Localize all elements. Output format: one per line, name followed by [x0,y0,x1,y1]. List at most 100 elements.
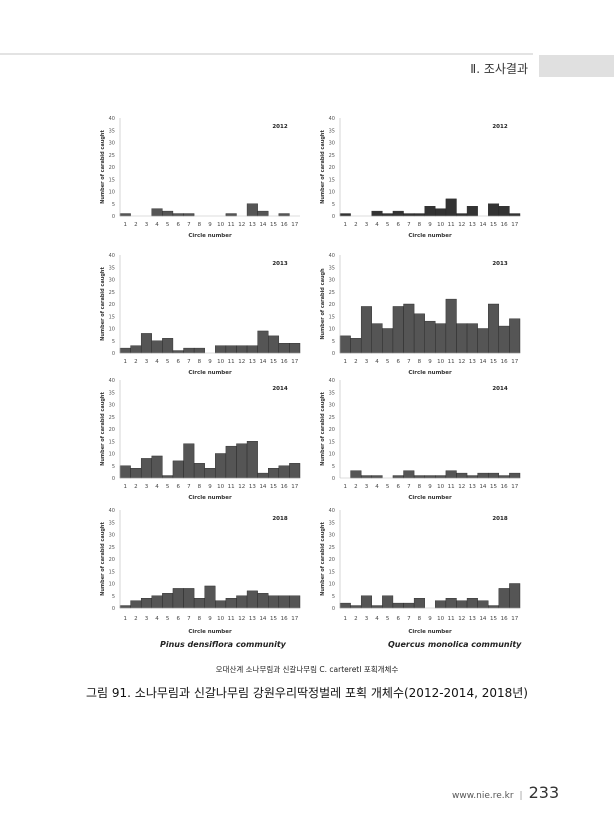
bar-circle-1 [119,347,131,354]
bar-circle-11 [225,213,237,217]
bar-circle-7 [183,213,195,217]
x-tick-label: 15 [490,616,497,622]
x-tick-label: 3 [145,616,149,622]
bar-circle-5 [382,213,394,217]
y-tick-label: 15 [329,177,335,183]
y-tick-label: 30 [329,278,335,284]
y-tick-label: 30 [329,141,335,147]
x-tick-label: 5 [386,616,390,622]
bar-circle-3 [360,595,372,609]
bar-circle-11 [445,298,457,354]
bar-circle-14 [477,472,489,479]
x-tick-label: 3 [145,222,149,228]
x-tick-label: 13 [249,616,256,622]
x-tick-label: 1 [124,616,128,622]
bar-circle-8 [413,475,425,479]
x-tick-label: 15 [270,222,277,228]
x-tick-label: 4 [375,616,379,622]
bar-circle-9 [424,205,436,217]
y-tick-label: 10 [109,327,115,333]
bar-circle-15 [488,605,500,609]
bar-circle-8 [193,463,205,479]
chart-year-title: 2012 [492,124,507,130]
bar-circle-6 [172,213,184,217]
bar-circle-13 [246,590,258,609]
bar-circle-17 [509,318,521,354]
y-tick-label: 20 [109,557,115,563]
bar-circle-7 [183,588,195,609]
bar-circle-5 [162,210,174,217]
y-tick-label: 5 [332,594,335,600]
y-tick-label: 25 [109,153,115,159]
bar-circle-4 [151,340,163,354]
x-tick-label: 7 [187,359,191,365]
bar-circle-2 [130,467,142,479]
bar-circle-16 [498,325,510,354]
x-tick-label: 1 [124,222,128,228]
chart-year-title: 2014 [272,386,287,392]
x-tick-label: 11 [228,616,235,622]
y-tick-label: 40 [109,378,115,384]
x-tick-label: 10 [217,359,224,365]
bar-circle-10 [435,475,447,479]
bar-circle-1 [119,465,131,479]
bar-circle-9 [204,585,216,609]
bar-circle-5 [162,475,174,479]
y-tick-label: 40 [329,508,335,514]
bar-circle-7 [403,470,415,479]
bar-circle-10 [215,453,227,479]
bar-circle-17 [289,595,301,609]
x-tick-label: 9 [208,222,212,228]
bar-circle-16 [498,205,510,217]
x-tick-label: 14 [259,222,266,228]
x-tick-label: 10 [217,484,224,490]
x-axis-title: Circle number [188,495,232,501]
x-tick-label: 5 [386,359,390,365]
x-tick-label: 16 [501,484,508,490]
x-tick-label: 12 [458,616,465,622]
bar-circle-8 [413,213,425,217]
bar-circle-15 [488,303,500,354]
bar-circle-6 [172,350,184,354]
x-tick-label: 15 [270,359,277,365]
x-tick-label: 1 [344,616,348,622]
bar-circle-15 [488,203,500,217]
y-tick-label: 5 [112,464,115,470]
section-title: Ⅱ. 조사결과 [470,62,528,76]
x-tick-label: 4 [155,359,159,365]
bar-circle-1 [339,335,351,354]
bar-circle-14 [257,472,269,479]
y-tick-label: 0 [112,476,115,482]
bar-circle-5 [382,595,394,609]
bar-circle-13 [466,205,478,217]
y-tick-label: 0 [332,351,335,357]
bar-circle-1 [339,213,351,217]
x-tick-label: 9 [428,616,432,622]
x-tick-label: 1 [124,359,128,365]
bar-circle-16 [278,342,290,354]
bar-circle-15 [268,335,280,354]
y-tick-label: 25 [109,545,115,551]
x-tick-label: 6 [396,359,400,365]
community-label-left: Pinus densiflora community [160,640,286,649]
x-tick-label: 5 [386,222,390,228]
x-tick-label: 16 [281,616,288,622]
bar-circle-11 [445,198,457,217]
x-tick-label: 10 [437,359,444,365]
x-tick-label: 3 [145,484,149,490]
y-tick-label: 15 [109,439,115,445]
x-tick-label: 7 [407,484,411,490]
bar-circle-3 [140,458,152,479]
bar-circle-14 [257,593,269,609]
bar-circle-16 [278,213,290,217]
chart-year-title: 2014 [492,386,507,392]
y-tick-label: 0 [332,214,335,220]
x-axis-title: Circle number [188,370,232,376]
bar-circle-15 [268,595,280,609]
bar-circle-4 [371,210,383,217]
bar-circle-5 [382,328,394,354]
x-tick-label: 7 [407,222,411,228]
y-tick-label: 35 [109,390,115,396]
